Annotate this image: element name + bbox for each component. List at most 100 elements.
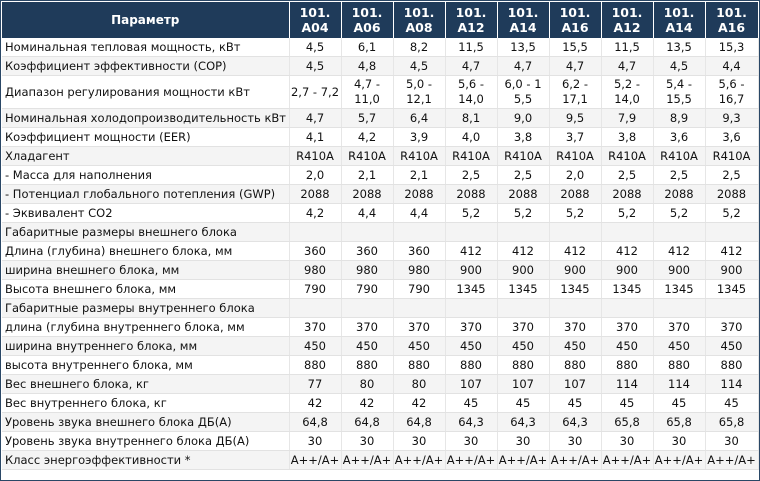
value-cell: 2,5 [445, 165, 498, 185]
table-row: Высота внешнего блока, мм 790 790 790 1345 13… [2, 279, 759, 299]
value-cell: 4,2 [341, 127, 394, 147]
value-cell: 42 [393, 393, 446, 413]
value-cell: 9,3 [705, 108, 759, 128]
parameter-label: высота внутреннего блока, мм [2, 355, 290, 375]
value-cell: 30 [601, 431, 654, 451]
parameter-label: Номинальная холодопроизводительность кВт [2, 108, 290, 128]
parameter-label: Коэффициент эффективности (COP) [2, 56, 290, 76]
value-cell [341, 222, 394, 242]
value-cell: 30 [393, 431, 446, 451]
value-cell: 9,0 [497, 108, 550, 128]
value-cell: 13,5 [653, 38, 706, 57]
value-line: 5,4 - [665, 77, 693, 91]
parameter-label: Уровень звука внутреннего блока ДБ(А) [2, 431, 290, 451]
value-cell: 900 [445, 260, 498, 280]
value-cell: 80 [341, 374, 394, 394]
value-cell: 4,7 -11,0 [341, 75, 394, 109]
value-cell: 370 [653, 317, 706, 337]
value-cell: 30 [549, 431, 602, 451]
model-name-line: A14 [665, 20, 693, 35]
value-line: 5,5 [513, 92, 533, 106]
value-cell: 8,9 [653, 108, 706, 128]
parameter-label: Хладагент [2, 146, 290, 166]
value-cell: 4,0 [445, 127, 498, 147]
value-cell: 4,7 [445, 56, 498, 76]
value-cell: 880 [341, 355, 394, 375]
value-cell: 65,8 [653, 412, 706, 432]
parameter-label: Вес внутреннего блока, кг [2, 393, 290, 413]
value-cell: 370 [341, 317, 394, 337]
parameter-label: Класс энергоэффективности * [2, 450, 290, 470]
value-cell: 4,5 [393, 56, 446, 76]
value-cell: 412 [601, 241, 654, 261]
value-line: 17,1 [562, 92, 588, 106]
value-cell: 900 [601, 260, 654, 280]
table-row: Длина (глубина) внешнего блока, мм 360 360… [2, 241, 759, 261]
model-name-line: A08 [405, 20, 433, 35]
model-name-line: A16 [717, 20, 746, 35]
value-cell: 2088 [393, 184, 446, 204]
value-cell: 450 [393, 336, 446, 356]
parameter-label: Вес внешнего блока, кг [2, 374, 290, 394]
model-name-line: 101. [403, 5, 435, 20]
value-cell: 370 [497, 317, 550, 337]
value-cell: R410A [653, 146, 706, 166]
column-header-model: 101. A14 [653, 2, 706, 38]
table-body: Номинальная тепловая мощность, кВт 4,5 6,1… [2, 38, 759, 470]
value-cell: 1345 [705, 279, 759, 299]
table-row: Коэффициент мощности (EER) 4,1 4,2 3,9 4,0 3,… [2, 127, 759, 147]
value-cell: 6,2 -17,1 [549, 75, 602, 109]
value-cell: 450 [445, 336, 498, 356]
value-cell [549, 298, 602, 318]
value-cell: 450 [497, 336, 550, 356]
value-cell: 5,2 [653, 203, 706, 223]
value-cell: 360 [341, 241, 394, 261]
parameter-label: Габаритные размеры внешнего блока [2, 222, 290, 242]
value-cell: 30 [445, 431, 498, 451]
value-cell: 2088 [549, 184, 602, 204]
table-row: Уровень звука внутреннего блока ДБ(А) 30 3… [2, 431, 759, 451]
value-cell: 11,5 [445, 38, 498, 57]
model-name-line: A14 [509, 20, 537, 35]
value-cell: 2,7 - 7,2 [289, 75, 342, 109]
model-name-line: A12 [613, 20, 641, 35]
value-cell: 980 [393, 260, 446, 280]
value-cell: 45 [549, 393, 602, 413]
value-cell: 4,4 [393, 203, 446, 223]
value-cell: A++/A+ [445, 450, 498, 470]
parameter-label: - Потенциал глобального потепления (GWP) [2, 184, 290, 204]
value-cell: 15,5 [549, 38, 602, 57]
value-cell: R410A [497, 146, 550, 166]
table-row: Диапазон регулирования мощности кВт 2,7 -… [2, 75, 759, 109]
value-cell: 3,8 [601, 127, 654, 147]
value-cell: 45 [601, 393, 654, 413]
value-cell: 64,3 [497, 412, 550, 432]
table-row: высота внутреннего блока, мм 880 880 880 880… [2, 355, 759, 375]
value-cell [393, 298, 446, 318]
value-cell: 5,4 -15,5 [653, 75, 706, 109]
value-line: 11,0 [354, 92, 380, 106]
value-cell [289, 298, 342, 318]
column-header-model: 101. A12 [601, 2, 654, 38]
value-cell: R410A [705, 146, 759, 166]
value-cell: 2,5 [653, 165, 706, 185]
value-cell: 7,9 [601, 108, 654, 128]
value-line: 6,2 - [561, 77, 589, 91]
parameter-label: ширина внутреннего блока, мм [2, 336, 290, 356]
value-cell: 4,4 [705, 56, 759, 76]
model-name-line: 101. [663, 5, 695, 20]
value-cell: 114 [601, 374, 654, 394]
value-cell: 5,0 -12,1 [393, 75, 446, 109]
value-cell: 880 [705, 355, 759, 375]
value-cell: 64,8 [341, 412, 394, 432]
value-cell: 4,5 [289, 38, 342, 57]
value-cell: 5,6 -16,7 [705, 75, 759, 109]
table-row: Габаритные размеры внутреннего блока [2, 298, 759, 318]
value-cell: 13,5 [497, 38, 550, 57]
value-cell: 64,8 [289, 412, 342, 432]
value-cell: 412 [549, 241, 602, 261]
table-row: Класс энергоэффективности * A++/A+ A++/A+ A… [2, 450, 759, 470]
value-line: 4,7 - [353, 77, 381, 91]
value-cell: 107 [549, 374, 602, 394]
